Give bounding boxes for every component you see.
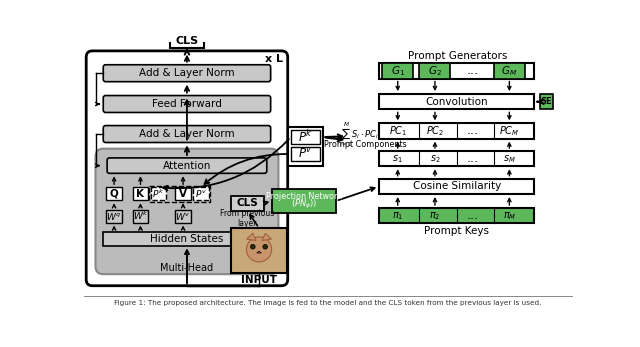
- Bar: [132, 187, 148, 200]
- Bar: [132, 210, 148, 222]
- Bar: [379, 94, 534, 109]
- Text: $P^k$: $P^k$: [298, 129, 313, 145]
- Text: Prompt Components: Prompt Components: [324, 139, 406, 149]
- Text: V: V: [179, 189, 187, 199]
- Text: CLS: CLS: [237, 198, 259, 208]
- FancyBboxPatch shape: [103, 126, 271, 143]
- Bar: [291, 130, 320, 144]
- FancyBboxPatch shape: [103, 65, 271, 82]
- Text: Figure 1: The proposed architecture. The image is fed to the model and the CLS t: Figure 1: The proposed architecture. The…: [115, 301, 541, 306]
- Circle shape: [250, 244, 255, 249]
- Text: $PC_2$: $PC_2$: [426, 124, 444, 138]
- Bar: [289, 127, 323, 166]
- Text: Projection Network: Projection Network: [266, 192, 342, 201]
- Text: $\pi_M$: $\pi_M$: [502, 210, 516, 222]
- Text: INPUT: INPUT: [241, 274, 277, 285]
- Bar: [193, 187, 209, 200]
- Bar: [175, 210, 191, 222]
- Text: Cosine Similarity: Cosine Similarity: [413, 181, 500, 192]
- Bar: [379, 179, 534, 194]
- Text: ...: ...: [466, 65, 478, 77]
- Text: Hidden States: Hidden States: [150, 234, 223, 244]
- Text: CLS: CLS: [175, 36, 198, 46]
- Text: $s_2$: $s_2$: [429, 153, 440, 164]
- Text: Add & Layer Norm: Add & Layer Norm: [139, 68, 235, 78]
- Bar: [149, 186, 210, 202]
- Text: x L: x L: [265, 53, 283, 64]
- Bar: [231, 228, 287, 273]
- Text: $P^k$: $P^k$: [152, 187, 164, 200]
- Polygon shape: [262, 233, 271, 240]
- Text: Add & Layer Norm: Add & Layer Norm: [139, 129, 235, 139]
- Text: $\pi_1$: $\pi_1$: [392, 210, 403, 222]
- Text: $PC_1$: $PC_1$: [388, 124, 407, 138]
- Text: Prompt Generators: Prompt Generators: [408, 51, 507, 60]
- Bar: [379, 123, 534, 139]
- Bar: [106, 210, 122, 222]
- Bar: [170, 34, 204, 48]
- FancyBboxPatch shape: [95, 149, 278, 274]
- Bar: [175, 187, 191, 200]
- Bar: [272, 189, 336, 213]
- Text: $s_1$: $s_1$: [392, 153, 403, 164]
- Bar: [419, 63, 451, 79]
- Polygon shape: [257, 251, 261, 253]
- Text: SE: SE: [541, 97, 552, 106]
- Text: $P^v$: $P^v$: [298, 147, 313, 161]
- Text: ...: ...: [466, 152, 478, 165]
- FancyBboxPatch shape: [86, 51, 288, 286]
- Text: Attention: Attention: [163, 161, 211, 171]
- Bar: [231, 196, 264, 211]
- Bar: [540, 94, 553, 109]
- Text: $P^v$: $P^v$: [195, 188, 207, 199]
- Text: $W^v$: $W^v$: [175, 211, 191, 221]
- Text: K: K: [136, 189, 145, 199]
- Text: $PC_M$: $PC_M$: [499, 124, 520, 138]
- Text: ...: ...: [466, 125, 478, 137]
- Bar: [291, 147, 320, 161]
- Text: From previous
layer: From previous layer: [220, 209, 275, 228]
- Circle shape: [246, 237, 271, 262]
- Bar: [382, 63, 413, 79]
- Bar: [103, 232, 271, 246]
- Text: Feed Forward: Feed Forward: [152, 99, 222, 109]
- Polygon shape: [246, 233, 256, 240]
- FancyBboxPatch shape: [103, 95, 271, 112]
- Bar: [379, 208, 534, 223]
- Text: $W^q$: $W^q$: [106, 211, 122, 221]
- Text: Q: Q: [109, 189, 118, 199]
- Text: $(PN_\phi))$: $(PN_\phi))$: [291, 198, 317, 211]
- Bar: [379, 151, 534, 166]
- Text: $G_M$: $G_M$: [501, 64, 517, 78]
- Text: ...: ...: [466, 209, 478, 222]
- Text: Multi-Head: Multi-Head: [161, 263, 214, 273]
- Bar: [494, 63, 525, 79]
- Bar: [150, 187, 166, 200]
- Bar: [106, 187, 122, 200]
- Text: $\pi_2$: $\pi_2$: [429, 210, 441, 222]
- Text: Convolution: Convolution: [426, 97, 488, 107]
- Text: $s_M$: $s_M$: [503, 153, 516, 164]
- Text: Prompt Keys: Prompt Keys: [424, 226, 489, 236]
- Circle shape: [263, 244, 268, 249]
- Text: $W^k$: $W^k$: [132, 210, 148, 222]
- Text: $\sum_{i=1}^{M}S_i\cdot PC_i$: $\sum_{i=1}^{M}S_i\cdot PC_i$: [339, 120, 379, 149]
- FancyBboxPatch shape: [107, 158, 267, 173]
- Text: $G_1$: $G_1$: [391, 64, 404, 78]
- Bar: [379, 63, 534, 79]
- Text: $G_2$: $G_2$: [428, 64, 442, 78]
